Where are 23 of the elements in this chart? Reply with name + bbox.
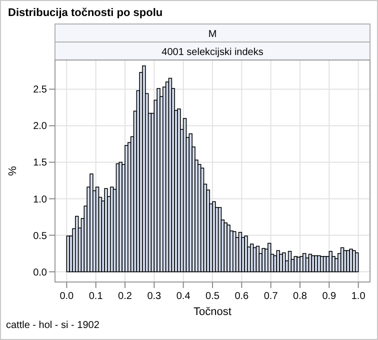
y-tick-label: 0.5	[33, 230, 48, 242]
x-tick-label: 0.6	[234, 291, 250, 302]
y-axis-title: %	[7, 166, 19, 176]
y-tick-label: 1.0	[33, 194, 48, 206]
y-tick-label: 0.0	[33, 267, 48, 278]
x-tick-label: 0.0	[60, 291, 74, 302]
x-tick-label: 0.1	[88, 291, 104, 302]
text: M	[208, 29, 217, 40]
x-tick-label: 0.7	[264, 291, 278, 302]
x-tick-label: 0.2	[118, 291, 132, 302]
x-tick-label: 0.9	[322, 291, 337, 302]
text: 4001 selekcijski indeks	[162, 47, 264, 58]
y-tick-label: 2.5	[33, 84, 48, 96]
y-tick-label: 2.0	[33, 121, 48, 132]
x-tick-label: 0.8	[293, 291, 308, 302]
chart-title: Distribucija točnosti po spolu	[8, 7, 163, 19]
x-axis-title: Točnost	[194, 306, 232, 318]
x-tick-label: 0.5	[206, 291, 220, 302]
y-tick-label: 1.5	[33, 158, 48, 169]
x-tick-label: 0.3	[147, 291, 162, 302]
x-tick-label: 0.4	[176, 291, 191, 302]
text: cattle - hol - si - 1902	[6, 320, 100, 331]
x-tick-label: 1.0	[351, 291, 366, 302]
